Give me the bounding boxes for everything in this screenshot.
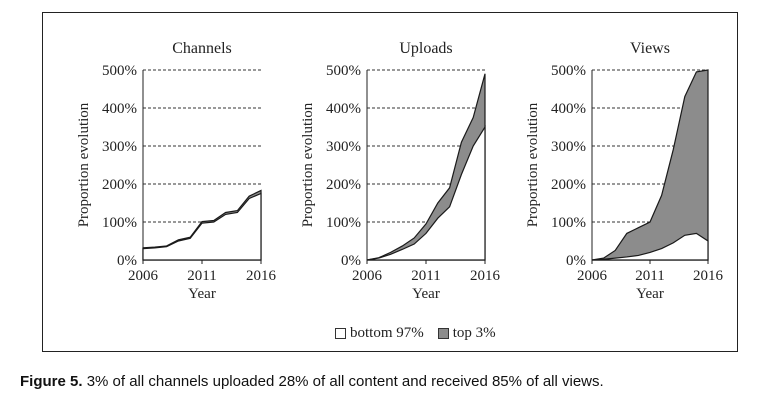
uploads-ytick-label: 100% bbox=[326, 215, 361, 231]
views-area-bottom-97pct bbox=[591, 232, 709, 261]
figure-frame: 0% 100% 200% 300% 400% 500% 2006 2011 2016 Channe… bbox=[42, 12, 738, 352]
channels-ytick-label: 500% bbox=[102, 63, 137, 79]
channels-xtick-label: 2006 bbox=[128, 268, 159, 284]
views-xtick-label: 2011 bbox=[635, 268, 664, 284]
channels-ytick-label: 200% bbox=[102, 177, 137, 193]
charts-svg: 0% 100% 200% 300% 400% 500% 2006 2011 2016 Channe… bbox=[76, 40, 724, 302]
uploads-ytick-label: 400% bbox=[326, 101, 361, 117]
views-ytick-label: 0% bbox=[566, 253, 586, 269]
views-xtick-label: 2016 bbox=[693, 268, 724, 284]
caption-text: 3% of all channels uploaded 28% of all c… bbox=[86, 373, 604, 390]
uploads-ytick-label: 200% bbox=[326, 177, 361, 193]
views-area-top-3pct bbox=[591, 69, 709, 261]
legend-label-top: top 3% bbox=[452, 325, 496, 341]
channels-area-bottom-97pct bbox=[142, 192, 262, 261]
views-xlabel: Year bbox=[636, 286, 664, 302]
views-xtick-label: 2006 bbox=[577, 268, 608, 284]
channels-ytick-label: 300% bbox=[102, 139, 137, 155]
channels-ytick-label: 400% bbox=[102, 101, 137, 117]
views-ytick-label: 100% bbox=[551, 215, 586, 231]
uploads-ytick-label: 0% bbox=[341, 253, 361, 269]
channels-xlabel: Year bbox=[188, 286, 216, 302]
views-title: Views bbox=[630, 40, 670, 57]
channels-ytick-label: 100% bbox=[102, 215, 137, 231]
views-ytick-label: 300% bbox=[551, 139, 586, 155]
uploads-xtick-label: 2011 bbox=[411, 268, 440, 284]
legend: bottom 97% top 3% bbox=[335, 325, 496, 342]
uploads-xtick-label: 2006 bbox=[352, 268, 383, 284]
legend-swatch-top bbox=[437, 328, 449, 339]
uploads-title: Uploads bbox=[399, 40, 452, 57]
channels-xtick-label: 2016 bbox=[246, 268, 277, 284]
uploads-ylabel: Proportion evolution bbox=[300, 102, 316, 227]
figure-caption: Figure 5. 3% of all channels uploaded 28… bbox=[20, 373, 604, 390]
channels-ylabel: Proportion evolution bbox=[76, 102, 92, 227]
uploads-xtick-label: 2016 bbox=[470, 268, 501, 284]
legend-label-bottom: bottom 97% bbox=[350, 325, 424, 341]
views-ylabel: Proportion evolution bbox=[525, 102, 541, 227]
caption-label: Figure 5. bbox=[20, 373, 83, 390]
channels-xtick-label: 2011 bbox=[187, 268, 216, 284]
uploads-xlabel: Year bbox=[412, 286, 440, 302]
views-ytick-label: 500% bbox=[551, 63, 586, 79]
legend-swatch-bottom bbox=[335, 328, 346, 339]
views-ytick-label: 400% bbox=[551, 101, 586, 117]
channels-ytick-label: 0% bbox=[117, 253, 137, 269]
uploads-ytick-label: 300% bbox=[326, 139, 361, 155]
channels-title: Channels bbox=[172, 40, 232, 57]
uploads-ytick-label: 500% bbox=[326, 63, 361, 79]
views-ytick-label: 200% bbox=[551, 177, 586, 193]
uploads-area-bottom-97pct bbox=[366, 124, 486, 261]
